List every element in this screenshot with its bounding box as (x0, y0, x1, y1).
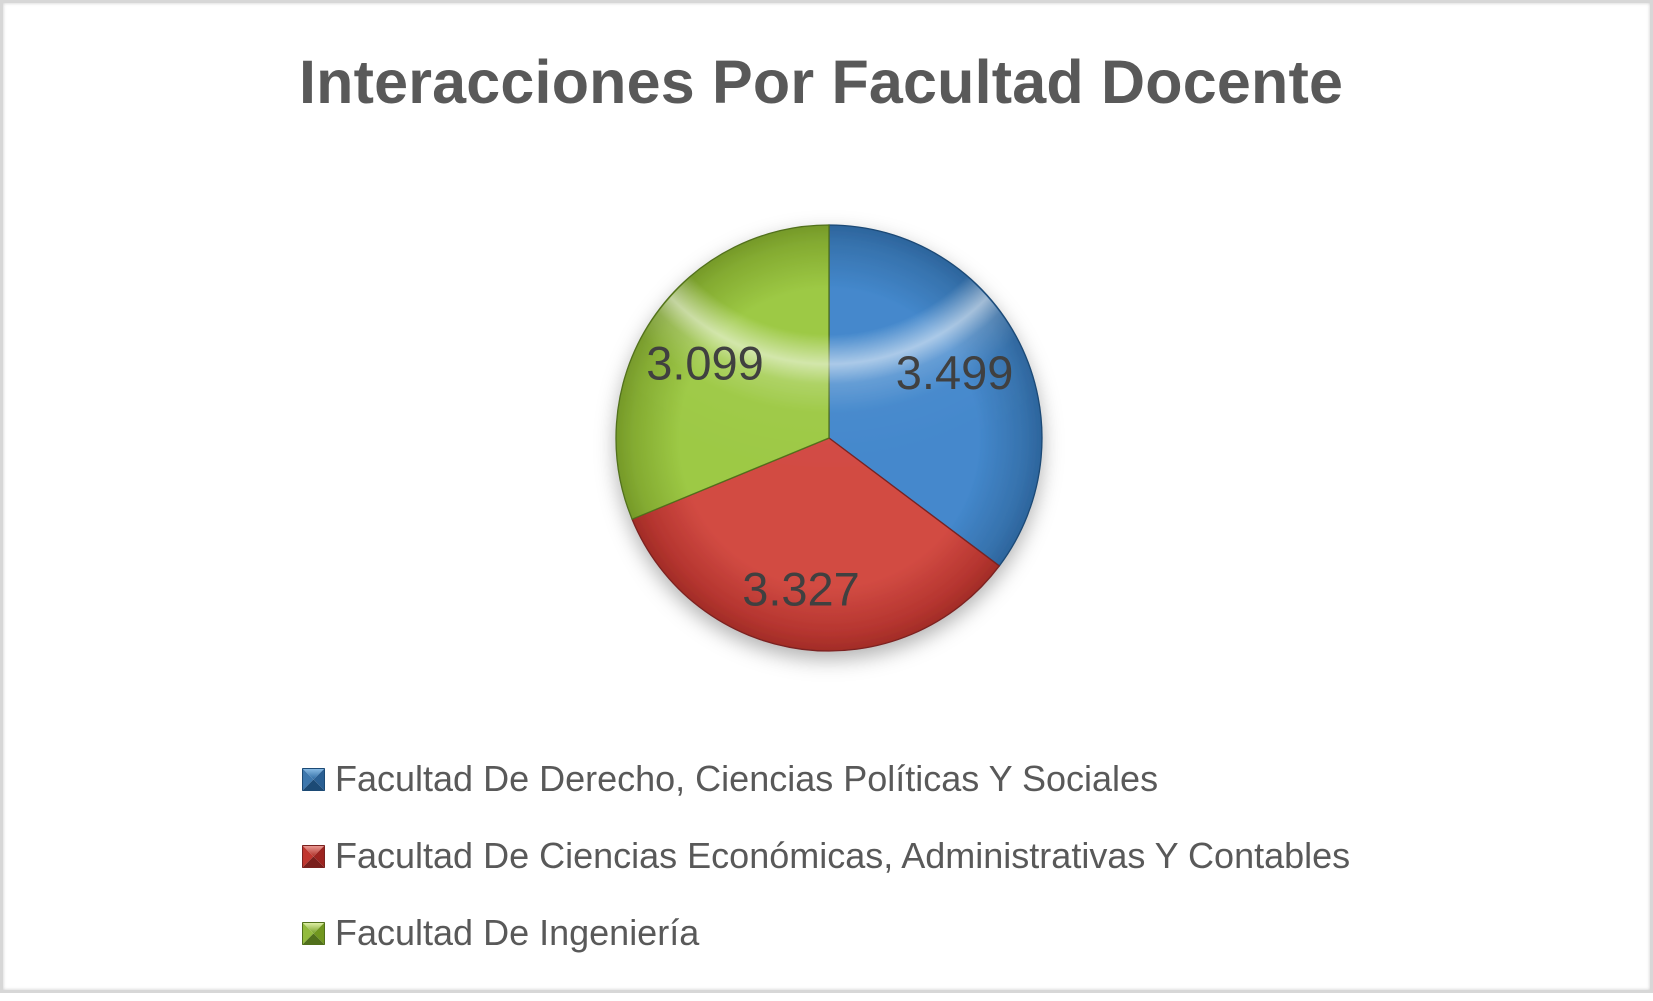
svg-text:3.327: 3.327 (742, 563, 860, 616)
svg-text:3.499: 3.499 (896, 346, 1014, 399)
svg-text:3.099: 3.099 (646, 337, 764, 390)
